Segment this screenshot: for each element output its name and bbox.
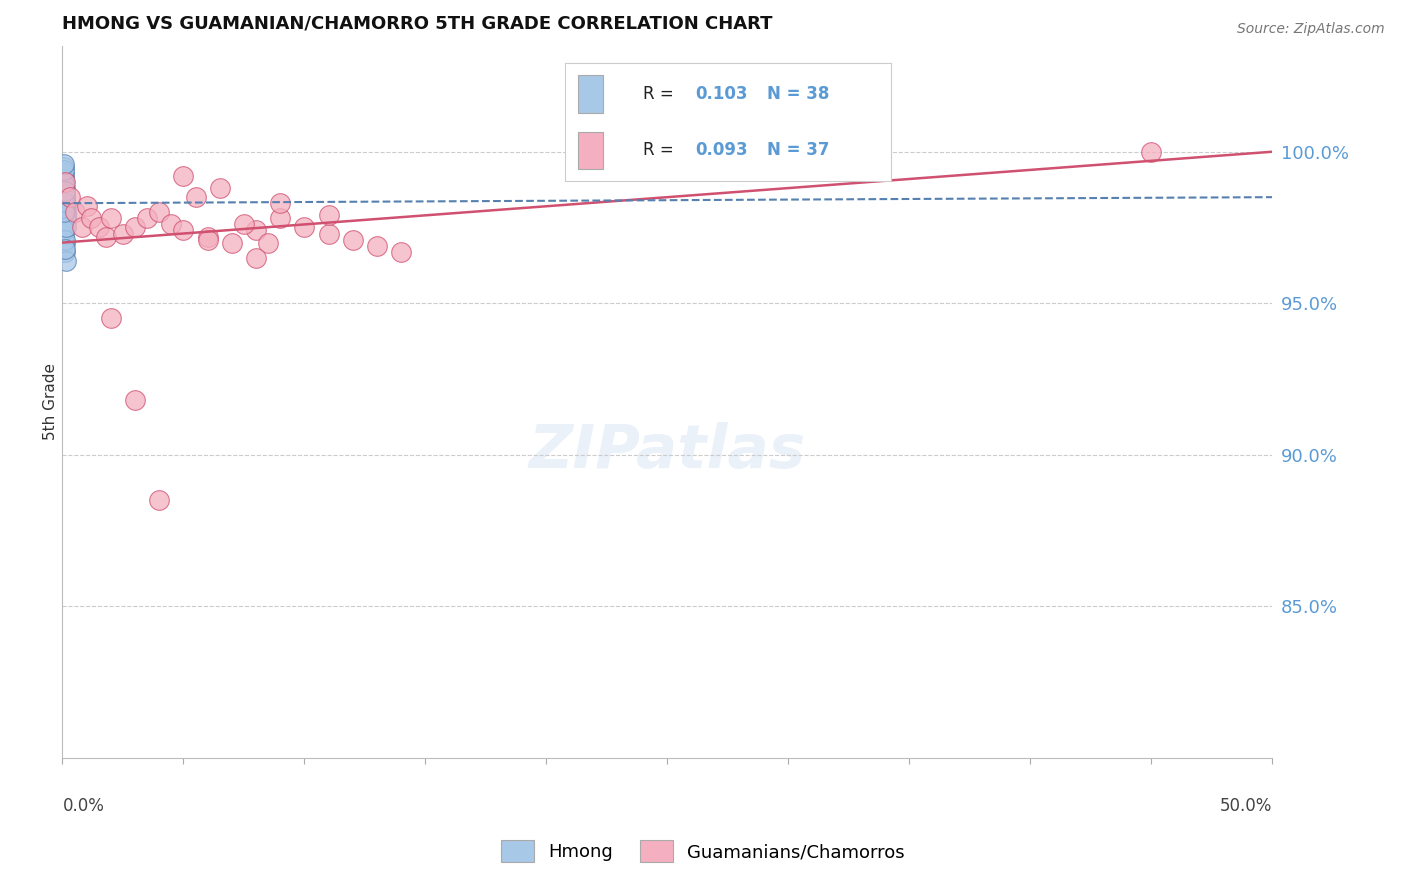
Point [52,218,75,232]
Point [52,223,75,237]
Point [53,187,76,202]
Point [80,211,103,226]
Point [53,169,76,183]
Point [100,311,122,326]
Point [53,157,76,171]
Text: 50.0%: 50.0% [1220,797,1272,814]
Point [53,175,76,189]
Point [52,175,75,189]
Point [269,211,291,226]
Point [53,181,76,195]
Point [53,193,76,207]
Point [172,169,194,183]
Point [245,223,267,237]
Point [148,205,170,219]
Point [53,205,76,219]
Point [53,202,76,217]
Point [1140,145,1163,159]
Point [136,211,159,226]
Point [53,196,76,211]
Point [53,184,76,198]
Point [87,220,110,235]
Point [318,208,340,222]
Point [366,238,388,252]
Point [52,172,75,186]
Point [94,229,117,244]
Point [245,251,267,265]
Point [53,190,76,204]
Point [55,208,77,222]
Point [389,244,412,259]
Point [124,220,146,235]
Point [52,166,75,180]
Text: 0.0%: 0.0% [62,797,104,814]
Point [53,235,76,250]
Text: ZIPatlas: ZIPatlas [529,422,806,481]
Point [111,227,134,241]
Point [257,235,280,250]
Point [172,223,194,237]
Point [208,181,231,195]
Point [269,196,291,211]
Point [124,393,146,408]
Y-axis label: 5th Grade: 5th Grade [44,363,58,440]
Point [55,205,77,219]
Point [53,199,76,213]
Point [197,229,219,244]
Point [55,220,77,235]
Point [70,220,93,235]
Point [221,235,243,250]
Point [294,220,316,235]
Point [53,187,76,202]
Point [232,218,254,232]
Point [53,233,76,247]
Point [53,244,76,259]
Point [184,190,207,204]
Text: HMONG VS GUAMANIAN/CHAMORRO 5TH GRADE CORRELATION CHART: HMONG VS GUAMANIAN/CHAMORRO 5TH GRADE CO… [62,15,773,33]
Legend: Hmong, Guamanians/Chamorros: Hmong, Guamanians/Chamorros [494,833,912,870]
Point [148,493,170,508]
Point [63,205,86,219]
Point [53,162,76,177]
Text: Source: ZipAtlas.com: Source: ZipAtlas.com [1237,22,1385,37]
Point [52,205,75,219]
Point [52,160,75,174]
Point [53,196,76,211]
Point [53,190,76,204]
Point [53,242,76,256]
Point [53,227,76,241]
Point [342,233,364,247]
Point [197,233,219,247]
Point [55,199,77,213]
Point [100,211,122,226]
Point [53,184,76,198]
Point [53,181,76,195]
Point [318,227,340,241]
Point [55,211,77,226]
Point [55,253,77,268]
Point [160,218,183,232]
Point [53,175,76,189]
Point [59,190,82,204]
Point [76,199,98,213]
Point [52,178,75,192]
Point [55,214,77,228]
